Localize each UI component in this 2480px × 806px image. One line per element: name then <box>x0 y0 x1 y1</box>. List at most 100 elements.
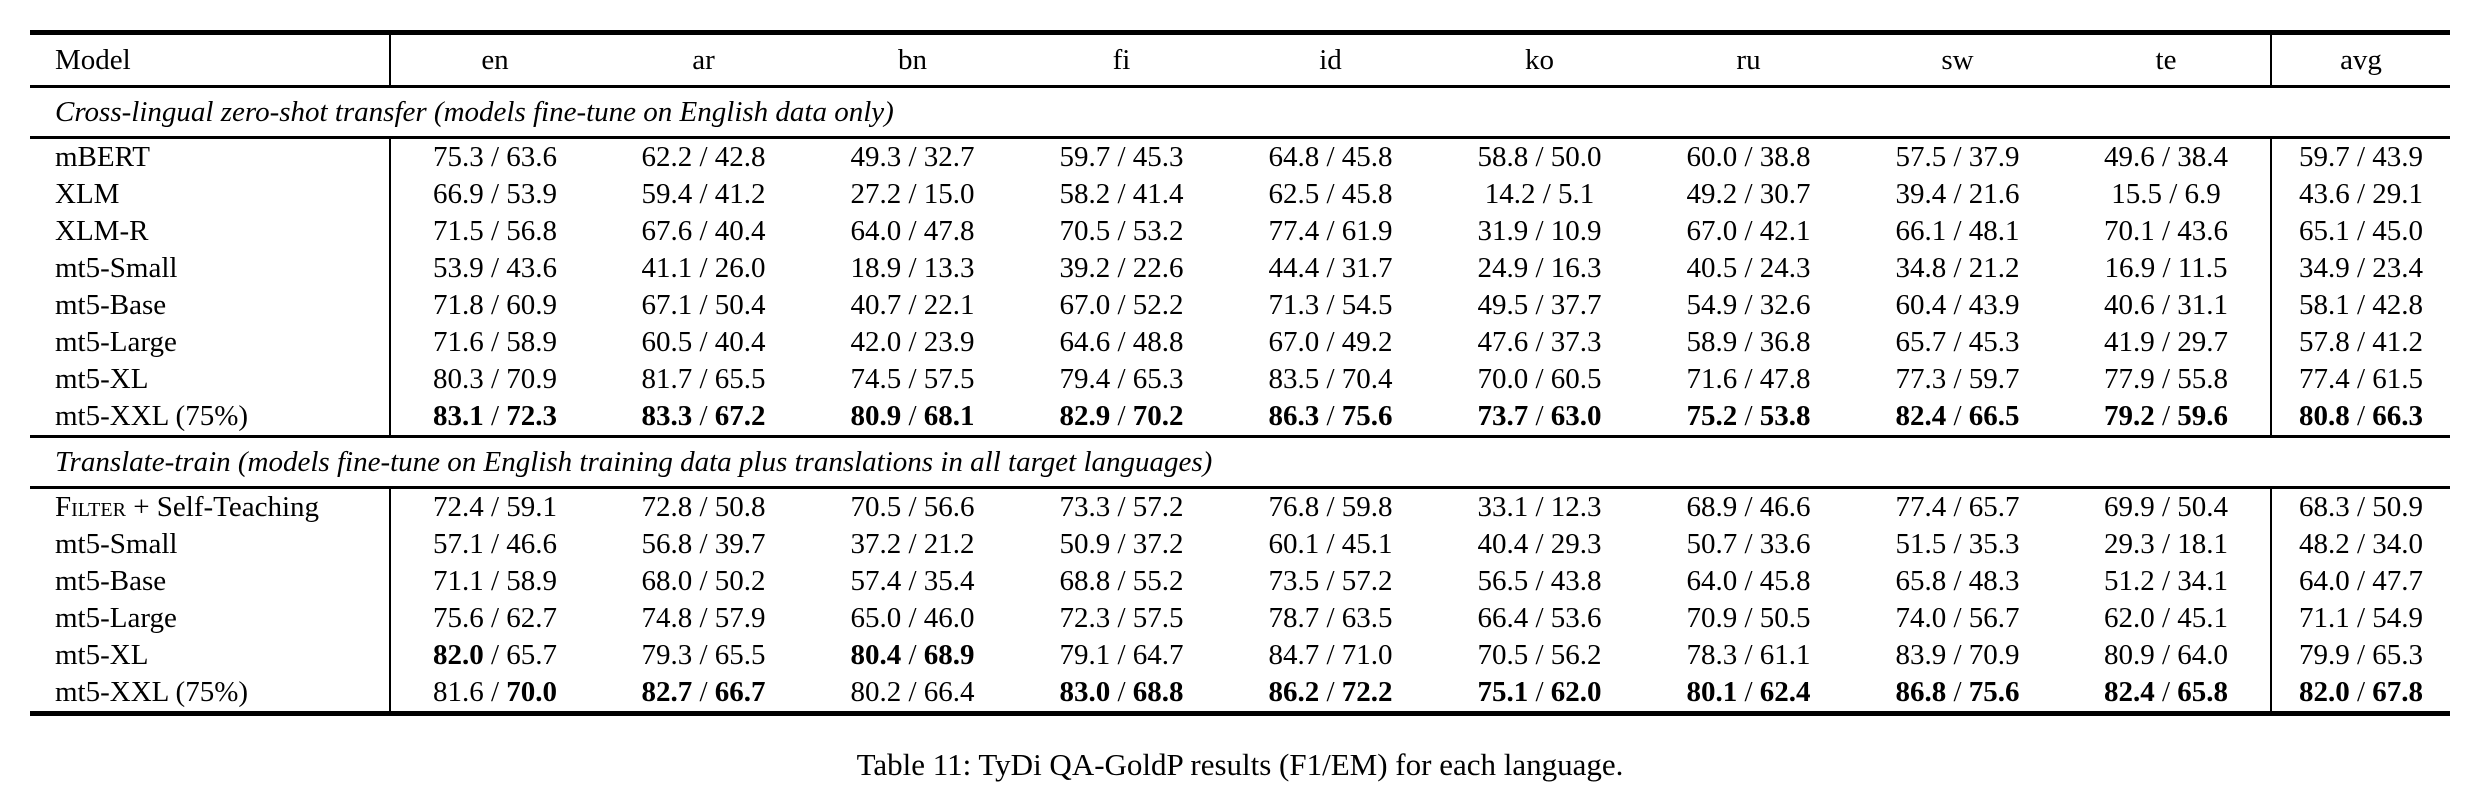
f1-value: 58.9 <box>1686 326 1738 358</box>
f1-value: 66.4 <box>1477 602 1529 634</box>
em-value: 59.8 <box>1341 491 1393 523</box>
model-name: Filter + Self-Teaching <box>30 487 391 526</box>
score-cell: 77.4 / 65.7 <box>1895 491 2020 523</box>
f1-value: 82.4 <box>1895 400 1947 432</box>
em-value: 53.9 <box>506 178 558 210</box>
model-name: mt5-XL <box>30 361 391 398</box>
score-cell: 59.7 / 45.3 <box>1059 141 1184 173</box>
f1-value: 66.1 <box>1895 215 1947 247</box>
score-cell: 24.9 / 16.3 <box>1477 252 1602 284</box>
em-value: 45.3 <box>1968 326 2020 358</box>
score-cell: 65.8 / 48.3 <box>1895 565 2020 597</box>
model-name: mt5-XL <box>30 637 391 674</box>
f1-value: 77.3 <box>1895 363 1947 395</box>
f1-value: 39.2 <box>1059 252 1111 284</box>
score-cell: 53.9 / 43.6 <box>432 252 558 284</box>
f1-value: 71.8 <box>432 289 484 321</box>
f1-value: 86.2 <box>1268 676 1320 708</box>
column-header-id: id <box>1319 44 1342 76</box>
score-cell: 41.1 / 26.0 <box>641 252 766 284</box>
em-value: 68.1 <box>923 400 975 432</box>
f1-value: 75.2 <box>1686 400 1738 432</box>
score-cell: 83.3 / 67.2 <box>641 400 766 432</box>
score-cell: 40.7 / 22.1 <box>850 289 975 321</box>
em-value: 37.9 <box>1968 141 2020 173</box>
em-value: 48.8 <box>1132 326 1184 358</box>
f1-value: 64.6 <box>1059 326 1111 358</box>
em-value: 43.9 <box>1968 289 2020 321</box>
score-cell: 80.2 / 66.4 <box>850 676 975 708</box>
score-cell: 86.3 / 75.6 <box>1268 400 1393 432</box>
section-title: Cross-lingual zero-shot transfer (models… <box>55 96 894 128</box>
f1-value: 72.3 <box>1059 602 1111 634</box>
em-value: 64.0 <box>2177 639 2229 671</box>
score-cell: 70.5 / 56.6 <box>850 491 975 523</box>
model-name: mt5-Base <box>30 287 391 324</box>
f1-value: 82.7 <box>641 676 693 708</box>
score-cell: 75.1 / 62.0 <box>1477 676 1602 708</box>
f1-value: 75.1 <box>1477 676 1529 708</box>
f1-value: 54.9 <box>1686 289 1738 321</box>
table-caption: Table 11: TyDi QA-GoldP results (F1/EM) … <box>856 747 1624 782</box>
em-value: 56.8 <box>506 215 558 247</box>
score-cell: 31.9 / 10.9 <box>1477 215 1602 247</box>
score-cell: 59.7 / 43.9 <box>2298 141 2424 173</box>
em-value: 34.0 <box>2372 528 2424 560</box>
score-cell: 82.0 / 65.7 <box>432 639 558 671</box>
score-cell: 64.0 / 45.8 <box>1686 565 1811 597</box>
f1-value: 77.4 <box>1268 215 1320 247</box>
f1-value: 40.7 <box>850 289 902 321</box>
em-value: 50.9 <box>2372 491 2424 523</box>
f1-value: 66.9 <box>432 178 484 210</box>
score-cell: 72.4 / 59.1 <box>432 491 558 523</box>
score-cell: 49.5 / 37.7 <box>1477 289 1602 321</box>
em-value: 54.9 <box>2372 602 2424 634</box>
em-value: 57.5 <box>923 363 975 395</box>
em-value: 42.8 <box>714 141 766 173</box>
score-cell: 78.3 / 61.1 <box>1686 639 1811 671</box>
f1-value: 86.8 <box>1895 676 1947 708</box>
score-cell: 73.7 / 63.0 <box>1477 400 1602 432</box>
table-body: Cross-lingual zero-shot transfer (models… <box>30 86 2450 714</box>
model-name: mt5-XXL (75%) <box>30 674 391 714</box>
f1-value: 73.5 <box>1268 565 1320 597</box>
em-value: 30.7 <box>1759 178 1811 210</box>
score-cell: 83.1 / 72.3 <box>432 400 558 432</box>
score-cell: 80.3 / 70.9 <box>432 363 558 395</box>
em-value: 71.0 <box>1341 639 1393 671</box>
score-cell: 58.9 / 36.8 <box>1686 326 1811 358</box>
score-cell: 40.4 / 29.3 <box>1477 528 1602 560</box>
f1-value: 49.5 <box>1477 289 1529 321</box>
f1-value: 70.1 <box>2103 215 2155 247</box>
f1-value: 62.5 <box>1268 178 1320 210</box>
f1-value: 51.5 <box>1895 528 1947 560</box>
f1-value: 65.1 <box>2298 215 2350 247</box>
score-cell: 66.4 / 53.6 <box>1477 602 1602 634</box>
score-cell: 59.4 / 41.2 <box>641 178 766 210</box>
em-value: 75.6 <box>1968 676 2020 708</box>
em-value: 22.6 <box>1132 252 1184 284</box>
score-cell: 75.3 / 63.6 <box>432 141 558 173</box>
f1-value: 71.1 <box>2298 602 2350 634</box>
f1-value: 41.1 <box>641 252 693 284</box>
score-cell: 79.1 / 64.7 <box>1059 639 1184 671</box>
f1-value: 80.1 <box>1686 676 1738 708</box>
score-cell: 80.9 / 68.1 <box>850 400 975 432</box>
em-value: 36.8 <box>1759 326 1811 358</box>
column-header-ko: ko <box>1525 44 1554 76</box>
score-cell: 43.6 / 29.1 <box>2298 178 2424 210</box>
em-value: 11.5 <box>2177 252 2228 284</box>
score-cell: 51.5 / 35.3 <box>1895 528 2020 560</box>
score-cell: 72.8 / 50.8 <box>641 491 766 523</box>
em-value: 72.2 <box>1341 676 1393 708</box>
score-cell: 60.4 / 43.9 <box>1895 289 2020 321</box>
f1-value: 79.9 <box>2298 639 2350 671</box>
score-cell: 78.7 / 63.5 <box>1268 602 1393 634</box>
score-cell: 47.6 / 37.3 <box>1477 326 1602 358</box>
em-value: 57.9 <box>714 602 766 634</box>
em-value: 65.5 <box>714 639 766 671</box>
f1-value: 24.9 <box>1477 252 1529 284</box>
f1-value: 49.6 <box>2103 141 2155 173</box>
model-name: mt5-Large <box>30 324 391 361</box>
em-value: 15.0 <box>923 178 975 210</box>
